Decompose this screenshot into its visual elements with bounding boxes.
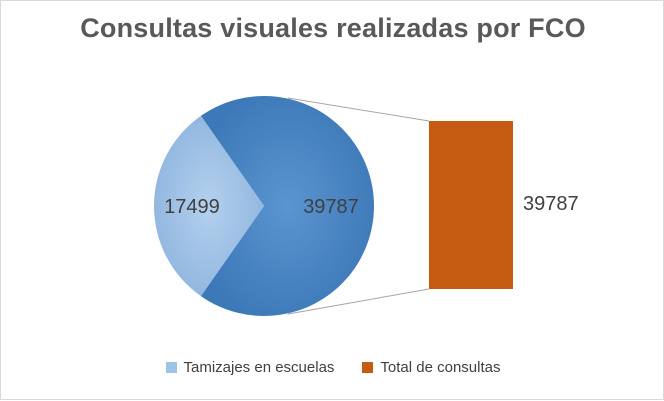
pie-label-total-consultas: 39787 [303, 196, 359, 218]
bar-label: 39787 [523, 193, 579, 215]
bar-segment [429, 121, 513, 289]
legend-item-total-consultas: Total de consultas [362, 359, 501, 376]
connector-line-top [287, 97, 430, 122]
pie-label-tamizajes: 17499 [164, 196, 220, 218]
chart-legend: Tamizajes en escuelas Total de consultas [1, 359, 664, 376]
legend-label-tamizajes: Tamizajes en escuelas [183, 359, 335, 376]
legend-label-total-consultas: Total de consultas [380, 359, 501, 376]
pie-slice-tamizajes [154, 115, 264, 297]
legend-item-tamizajes: Tamizajes en escuelas [165, 359, 335, 376]
legend-swatch-total-consultas [362, 362, 374, 373]
chart-title: Consultas visuales realizadas por FCO [80, 13, 586, 43]
connector-line-bottom [287, 288, 430, 315]
pie-slice-total-consultas [200, 96, 374, 316]
legend-swatch-tamizajes [165, 362, 177, 373]
